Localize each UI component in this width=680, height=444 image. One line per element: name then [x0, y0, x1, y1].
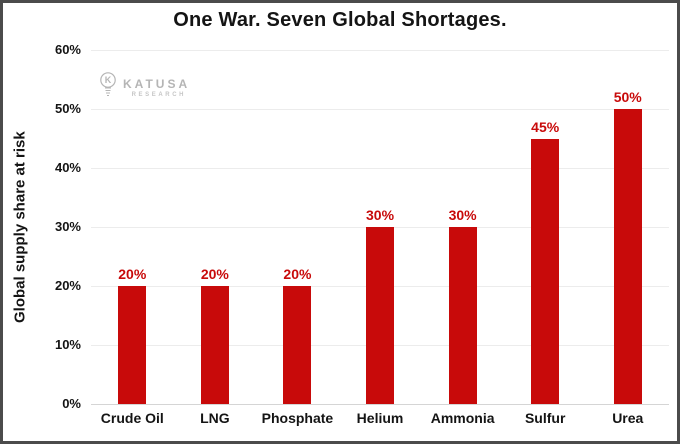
bar-slot-phosphate: 20% — [256, 50, 339, 404]
bar-value-label: 30% — [448, 207, 477, 223]
plot-area: K KATUSA RESEARCH 20% 20% 20% 30% 30% 45% 50% — [91, 49, 669, 405]
bar-slot-helium: 30% — [339, 50, 422, 404]
gridline-60 — [91, 49, 669, 51]
gridline-50 — [91, 108, 669, 110]
x-axis-label-helium: Helium — [356, 410, 404, 426]
gridline-40 — [91, 167, 669, 169]
x-axis-labels: Crude Oil LNG Phosphate Helium Ammonia Sulfur… — [91, 410, 669, 426]
x-axis-label-sulfur: Sulfur — [524, 410, 566, 426]
bar-urea — [613, 109, 642, 404]
x-axis-label-lng: LNG — [200, 410, 230, 426]
bar-lng — [200, 286, 229, 404]
y-tick-label-0: 0% — [62, 396, 81, 411]
svg-text:K: K — [105, 75, 112, 85]
y-tick-label-60: 60% — [54, 42, 81, 57]
chart-title: One War. Seven Global Shortages. — [173, 9, 507, 31]
bar-helium — [366, 227, 395, 404]
y-tick-label-10: 10% — [54, 337, 81, 353]
x-axis-label-phosphate: Phosphate — [261, 410, 334, 426]
bar-slot-lng: 20% — [174, 50, 257, 404]
bar-crude-oil — [118, 286, 147, 404]
bar-slot-crude-oil: 20% — [91, 50, 174, 404]
bar-slot-urea: 50% — [586, 50, 669, 404]
bars-container: 20% 20% 20% 30% 30% 45% 50% — [91, 50, 669, 404]
katusa-logo: K KATUSA RESEARCH — [97, 70, 190, 105]
bar-slot-ammonia: 30% — [421, 50, 504, 404]
x-axis-label-urea: Urea — [612, 410, 644, 426]
bar-value-label: 45% — [531, 118, 560, 135]
x-axis-label-crude-oil: Crude Oil — [100, 410, 164, 426]
y-tick-label-20: 20% — [54, 278, 81, 294]
bar-ammonia — [448, 227, 477, 404]
bar-sulfur — [531, 138, 560, 404]
y-tick-label-40: 40% — [54, 160, 81, 176]
bar-value-label: 20% — [283, 266, 312, 282]
bar-value-label: 30% — [366, 207, 395, 223]
logo-subtitle: RESEARCH — [131, 91, 187, 98]
y-tick-label-30: 30% — [54, 219, 81, 234]
bar-value-label: 50% — [613, 89, 642, 105]
gridline-0 — [91, 403, 669, 405]
lightbulb-k-icon: K — [97, 70, 119, 105]
bar-value-label: 20% — [118, 266, 147, 282]
bar-phosphate — [283, 286, 312, 404]
logo-name: KATUSA — [123, 76, 191, 91]
y-tick-label-50: 50% — [54, 101, 81, 116]
y-axis-ticks: 0% 10% 20% 30% 40% 50% 60% — [3, 42, 85, 411]
bar-value-label: 20% — [200, 266, 229, 282]
logo-text: KATUSA RESEARCH — [123, 78, 190, 98]
x-axis-label-ammonia: Ammonia — [430, 410, 495, 426]
bar-slot-sulfur: 45% — [504, 50, 587, 404]
